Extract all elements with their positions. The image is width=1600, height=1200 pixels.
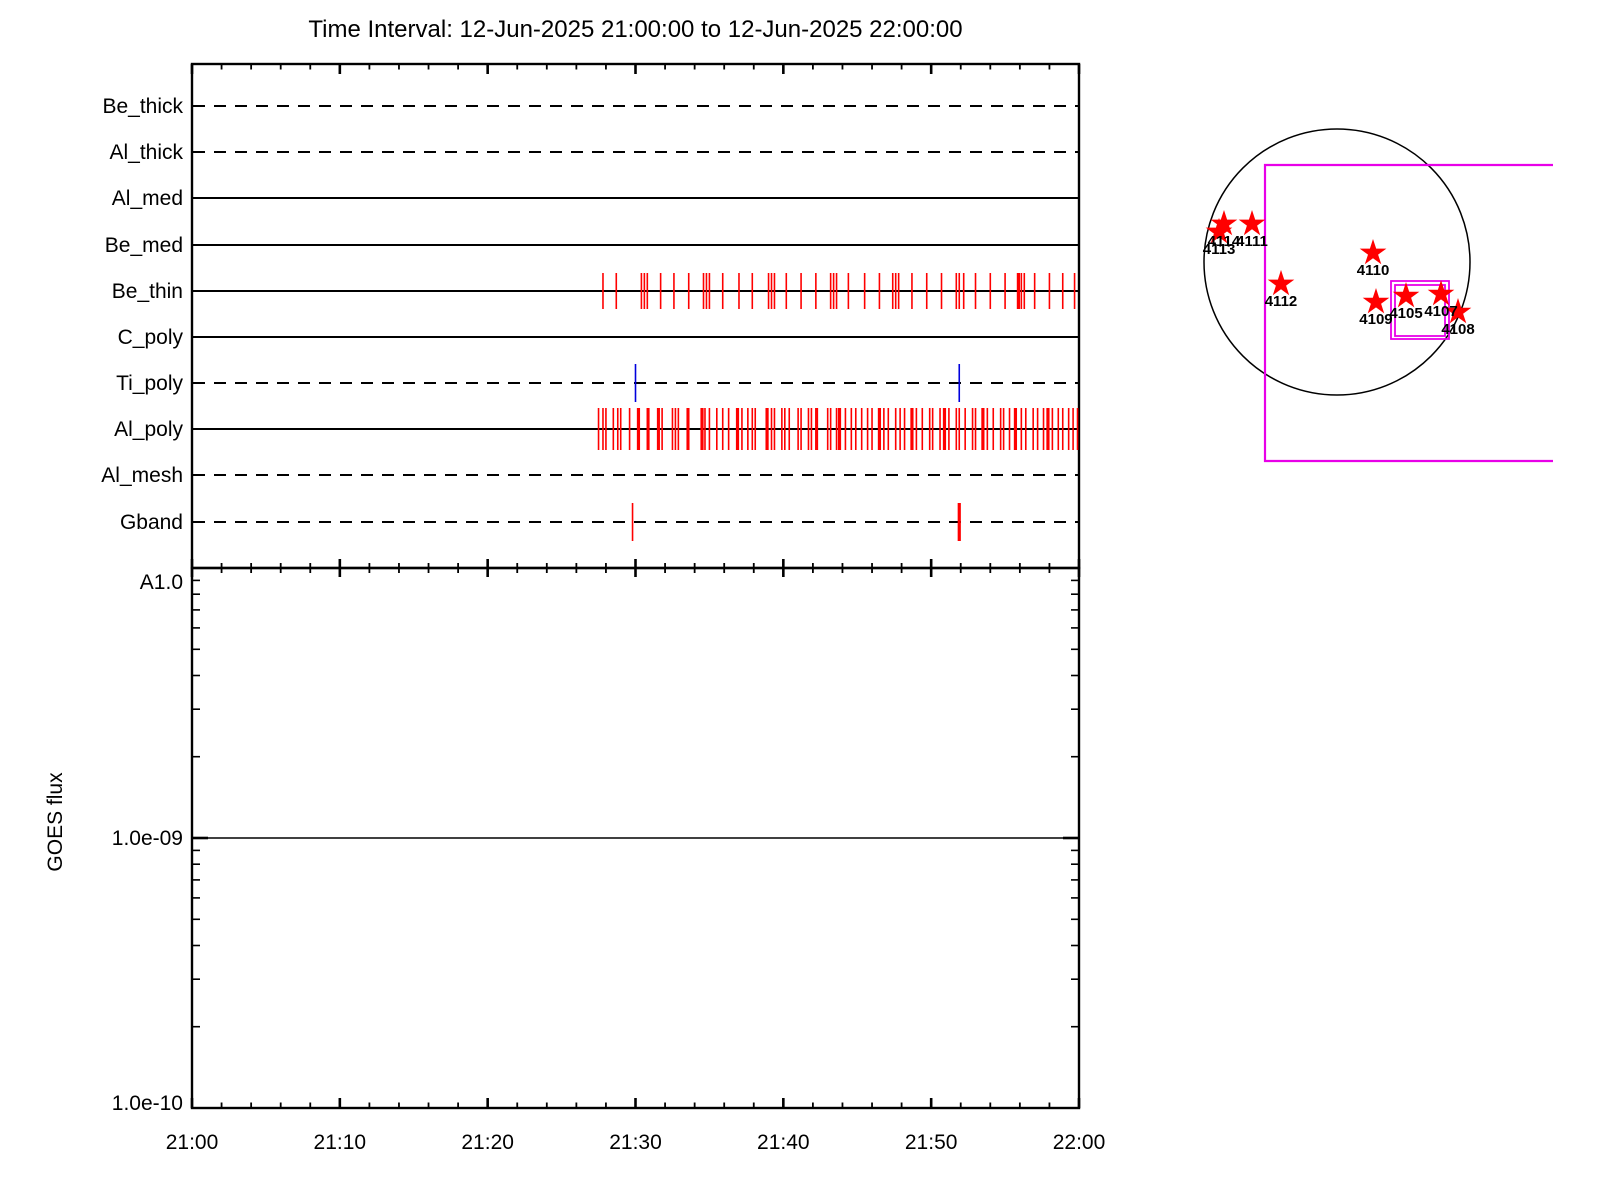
x-tick-label-21:00: 21:00	[166, 1131, 219, 1154]
row-label-Be_thin: Be_thin	[112, 280, 183, 303]
plot-title: Time Interval: 12-Jun-2025 21:00:00 to 1…	[308, 16, 963, 43]
x-tick-label-21:20: 21:20	[461, 1131, 514, 1154]
goes-flux-axis-title: GOES flux	[44, 772, 67, 872]
x-tick-label-21:50: 21:50	[905, 1131, 958, 1154]
ar-label-4108: 4108	[1441, 321, 1474, 338]
ar-star-4107	[1427, 280, 1455, 306]
y-tick-label-A1.0: A1.0	[140, 571, 183, 594]
ar-star-4110	[1359, 239, 1387, 265]
x-tick-label-22:00: 22:00	[1053, 1131, 1106, 1154]
row-label-Gband: Gband	[120, 511, 183, 534]
row-label-Al_thick: Al_thick	[109, 141, 183, 164]
row-label-Al_mesh: Al_mesh	[101, 464, 183, 487]
ar-label-4109: 4109	[1359, 311, 1392, 328]
row-label-Ti_poly: Ti_poly	[116, 372, 183, 395]
ar-label-4112: 4112	[1265, 293, 1298, 310]
ar-label-4111: 4111	[1236, 233, 1268, 250]
ar-label-4105: 4105	[1389, 305, 1422, 322]
ar-label-4114: 4114	[1208, 233, 1241, 250]
fov-box-large-fov	[1263, 163, 1553, 463]
ar-label-4107: 4107	[1424, 303, 1457, 320]
ar-label-4113: 4113	[1203, 241, 1236, 258]
ar-star-4109	[1362, 288, 1390, 314]
row-label-Al_med: Al_med	[112, 187, 183, 210]
x-tick-label-21:30: 21:30	[609, 1131, 662, 1154]
ar-star-4111	[1238, 210, 1266, 236]
timeline-panel-frame	[190, 62, 1081, 570]
fov-box-small-fov-inner	[1394, 284, 1446, 337]
x-tick-label-21:40: 21:40	[757, 1131, 810, 1154]
ar-star-4114	[1210, 210, 1238, 236]
y-tick-label-1.0e-10: 1.0e-10	[112, 1092, 183, 1115]
x-tick-label-21:10: 21:10	[314, 1131, 367, 1154]
ar-star-4105	[1392, 282, 1420, 308]
row-label-C_poly: C_poly	[118, 326, 184, 349]
ar-star-4108	[1444, 298, 1472, 324]
ar-label-4110: 4110	[1357, 262, 1390, 279]
row-label-Be_thick: Be_thick	[102, 95, 183, 118]
row-label-Al_poly: Al_poly	[114, 418, 183, 441]
row-label-Be_med: Be_med	[105, 234, 183, 257]
ar-star-4112	[1267, 269, 1295, 296]
y-tick-label-1.0e-09: 1.0e-09	[112, 827, 183, 850]
solar-limb-circle	[1203, 128, 1471, 396]
